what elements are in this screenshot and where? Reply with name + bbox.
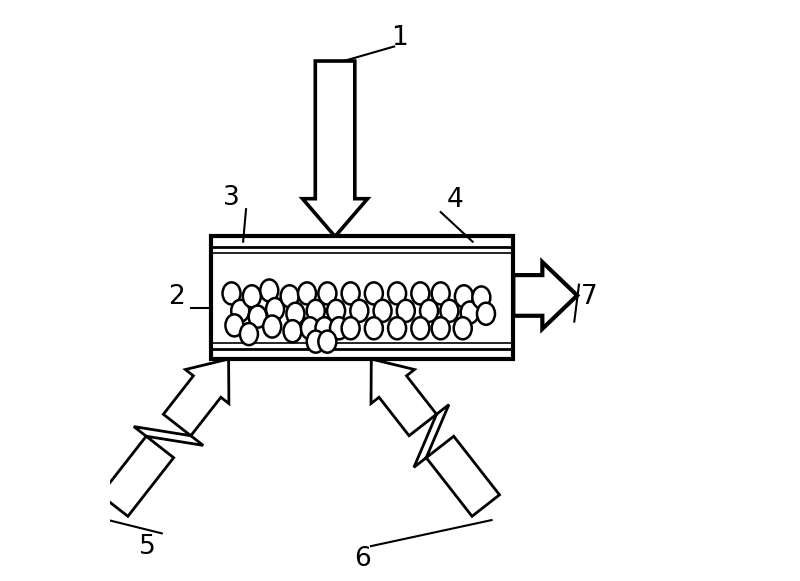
Ellipse shape xyxy=(440,300,458,322)
Text: 4: 4 xyxy=(447,188,463,213)
Ellipse shape xyxy=(260,279,278,302)
Ellipse shape xyxy=(298,282,316,304)
Ellipse shape xyxy=(327,300,345,322)
Ellipse shape xyxy=(388,317,406,339)
Ellipse shape xyxy=(266,298,284,320)
Ellipse shape xyxy=(454,317,472,339)
Text: 6: 6 xyxy=(354,546,370,572)
Ellipse shape xyxy=(432,282,450,304)
Ellipse shape xyxy=(365,282,383,304)
Ellipse shape xyxy=(283,320,302,342)
Ellipse shape xyxy=(477,303,495,325)
Ellipse shape xyxy=(411,282,430,304)
Ellipse shape xyxy=(286,303,305,325)
Text: 5: 5 xyxy=(139,535,156,560)
Ellipse shape xyxy=(243,285,261,307)
Text: 3: 3 xyxy=(223,185,240,210)
Ellipse shape xyxy=(249,306,266,328)
Polygon shape xyxy=(101,359,229,517)
Ellipse shape xyxy=(342,317,360,339)
Ellipse shape xyxy=(315,317,334,339)
Ellipse shape xyxy=(397,300,415,322)
Ellipse shape xyxy=(306,331,325,353)
Ellipse shape xyxy=(411,317,430,339)
Ellipse shape xyxy=(455,285,473,307)
Ellipse shape xyxy=(350,300,368,322)
Ellipse shape xyxy=(318,282,336,304)
Ellipse shape xyxy=(461,302,478,324)
Bar xyxy=(211,236,514,359)
Ellipse shape xyxy=(281,285,298,307)
Ellipse shape xyxy=(342,282,360,304)
Ellipse shape xyxy=(226,314,243,336)
Text: 1: 1 xyxy=(392,25,408,51)
Polygon shape xyxy=(302,61,367,236)
Polygon shape xyxy=(514,262,578,329)
Ellipse shape xyxy=(301,317,319,339)
Ellipse shape xyxy=(222,282,241,304)
Polygon shape xyxy=(371,359,499,517)
Ellipse shape xyxy=(388,282,406,304)
Text: 7: 7 xyxy=(581,285,597,310)
Ellipse shape xyxy=(231,300,250,322)
Ellipse shape xyxy=(365,317,383,339)
Ellipse shape xyxy=(306,300,325,322)
Ellipse shape xyxy=(240,323,258,345)
Ellipse shape xyxy=(420,300,438,322)
Ellipse shape xyxy=(374,300,391,322)
Ellipse shape xyxy=(263,315,281,338)
Ellipse shape xyxy=(318,331,336,353)
Text: 2: 2 xyxy=(168,285,185,310)
Ellipse shape xyxy=(472,286,490,309)
Ellipse shape xyxy=(330,317,348,339)
Ellipse shape xyxy=(432,317,450,339)
